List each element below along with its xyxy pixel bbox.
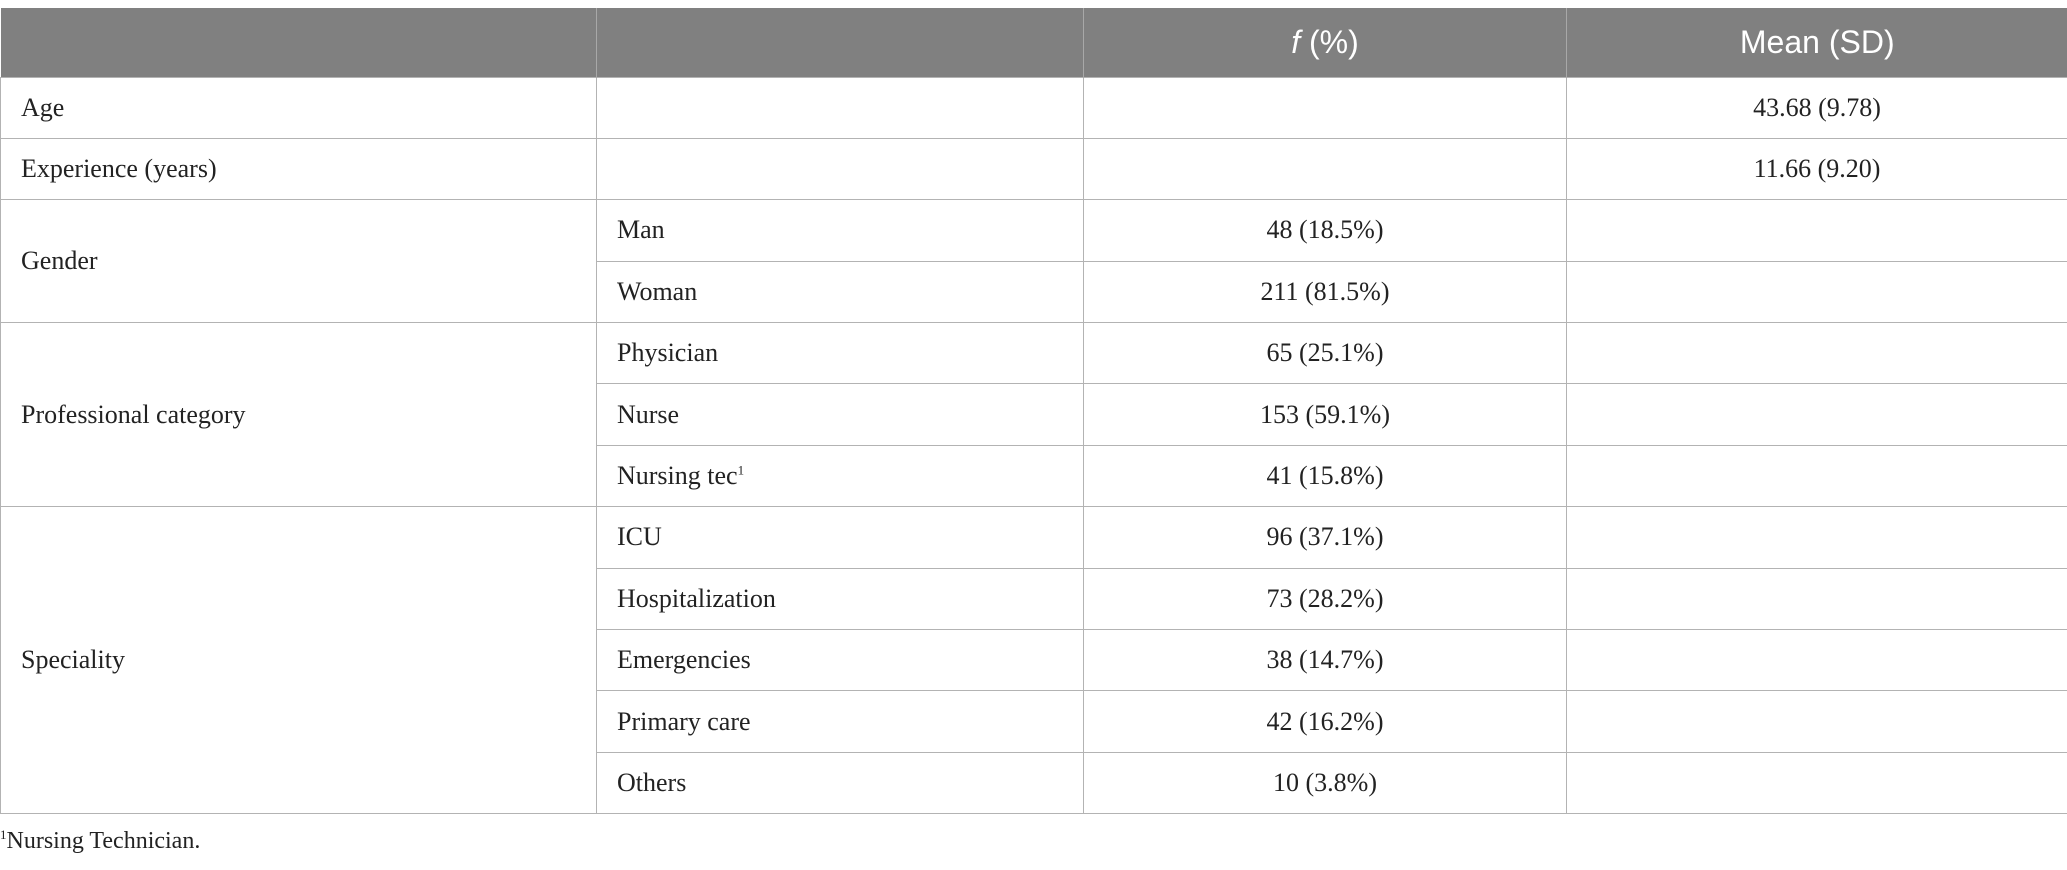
- primary-care-frequency: 42 (16.2%): [1083, 690, 1567, 753]
- category-primary-care: Primary care: [596, 690, 1084, 753]
- empty-cell: [1566, 751, 2067, 815]
- demographics-table: f (%) Mean (SD) Age 43.68 (9.78) Experie…: [0, 8, 2067, 815]
- empty-cell: [1566, 322, 2067, 385]
- category-hospitalization: Hospitalization: [596, 567, 1084, 631]
- empty-cell: [1566, 567, 2067, 631]
- empty-cell: [1566, 260, 2067, 324]
- table-row: Professional category Physician 65 (25.1…: [0, 322, 2067, 508]
- emergencies-frequency: 38 (14.7%): [1083, 629, 1567, 692]
- empty-cell: [1566, 383, 2067, 446]
- table-row: Primary care 42 (16.2%): [1, 690, 2067, 753]
- table-row: Emergencies 38 (14.7%): [1, 629, 2067, 692]
- category-woman: Woman: [596, 260, 1084, 324]
- hospitalization-frequency: 73 (28.2%): [1083, 567, 1567, 631]
- nursing-tec-label: Nursing tec: [617, 461, 738, 491]
- category-emergencies: Emergencies: [596, 629, 1084, 692]
- empty-cell: [1566, 629, 2067, 692]
- empty-cell: [1566, 444, 2067, 508]
- table-row: Speciality ICU 96 (37.1%): [0, 506, 2067, 815]
- empty-cell: [596, 76, 1084, 139]
- empty-cell: [1566, 506, 2067, 569]
- empty-cell: [1083, 137, 1567, 201]
- row-label-speciality: Speciality: [0, 506, 597, 815]
- table-row: Age 43.68 (9.78): [0, 76, 2067, 139]
- woman-frequency: 211 (81.5%): [1083, 260, 1567, 324]
- row-label-experience: Experience (years): [0, 137, 597, 201]
- empty-cell: [1566, 199, 2067, 262]
- header-mean-sd: Mean (SD): [1566, 8, 2067, 77]
- table-row: Experience (years) 11.66 (9.20): [0, 137, 2067, 201]
- table-row: Gender Man 48 (18.5%): [0, 199, 2067, 324]
- age-mean-sd: 43.68 (9.78): [1566, 76, 2067, 139]
- header-variable: [0, 8, 597, 77]
- empty-cell: [1566, 690, 2067, 753]
- category-icu: ICU: [596, 506, 1084, 569]
- footnote-text: Nursing Technician.: [6, 828, 201, 854]
- empty-cell: [1083, 76, 1567, 139]
- header-frequency-suffix: (%): [1300, 23, 1359, 60]
- row-label-age: Age: [0, 76, 597, 139]
- row-label-professional-category: Professional category: [0, 322, 597, 508]
- category-man: Man: [596, 199, 1084, 262]
- header-category: [596, 8, 1084, 77]
- header-frequency: f (%): [1083, 8, 1567, 77]
- others-frequency: 10 (3.8%): [1083, 751, 1567, 815]
- empty-cell: [596, 137, 1084, 201]
- footnote-marker: 1: [0, 827, 7, 842]
- demographics-table-container: f (%) Mean (SD) Age 43.68 (9.78) Experie…: [0, 8, 2067, 815]
- header-frequency-symbol: f: [1291, 23, 1301, 60]
- category-others: Others: [596, 751, 1084, 815]
- category-physician: Physician: [596, 322, 1084, 385]
- category-nursing-tec: Nursing tec1: [596, 444, 1084, 508]
- nurse-frequency: 153 (59.1%): [1083, 383, 1567, 446]
- man-frequency: 48 (18.5%): [1083, 199, 1567, 262]
- table-row: Woman 211 (81.5%): [1, 260, 2067, 324]
- table-footnote: 1Nursing Technician.: [0, 828, 200, 855]
- experience-mean-sd: 11.66 (9.20): [1566, 137, 2067, 201]
- table-row: Others 10 (3.8%): [1, 751, 2067, 815]
- row-label-gender: Gender: [0, 199, 597, 324]
- footnote-marker: 1: [737, 462, 745, 478]
- category-nurse: Nurse: [596, 383, 1084, 446]
- nursing-tec-frequency: 41 (15.8%): [1083, 444, 1567, 508]
- table-row: Hospitalization 73 (28.2%): [1, 567, 2067, 631]
- icu-frequency: 96 (37.1%): [1083, 506, 1567, 569]
- table-header-row: f (%) Mean (SD): [0, 8, 2067, 77]
- table-row: Nurse 153 (59.1%): [1, 383, 2067, 446]
- physician-frequency: 65 (25.1%): [1083, 322, 1567, 385]
